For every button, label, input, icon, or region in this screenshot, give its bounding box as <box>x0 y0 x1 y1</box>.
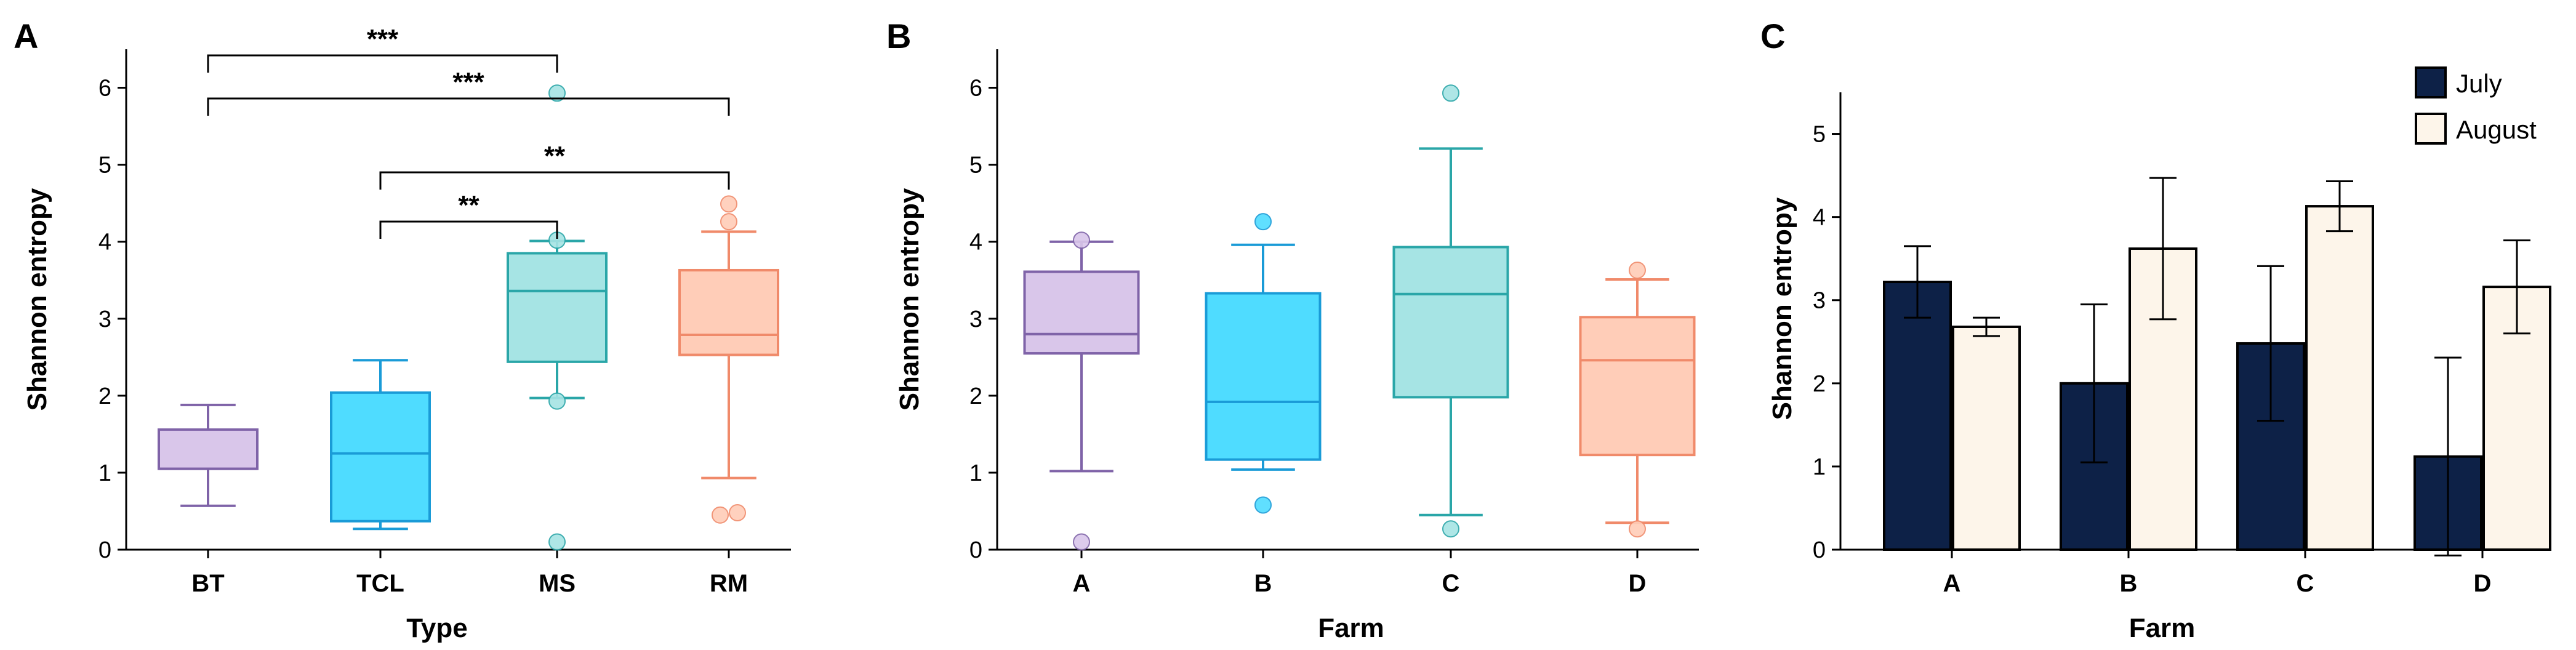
outlier-point <box>1442 84 1459 102</box>
panel-letter: B <box>886 17 911 55</box>
box-b <box>1205 213 1322 514</box>
y-tick-label: 3 <box>1813 288 1826 314</box>
significance-label: *** <box>452 67 484 97</box>
y-tick-label: 6 <box>969 76 982 102</box>
outlier-point <box>720 195 737 213</box>
outlier-point <box>1254 496 1272 514</box>
y-tick-label: 2 <box>969 383 982 409</box>
y-axis-title: Shannon entropy <box>894 188 925 411</box>
y-tick-label: 2 <box>98 383 111 409</box>
y-axis-title: Shannon entropy <box>22 188 52 411</box>
legend-label: August <box>2456 115 2537 144</box>
x-axis-title: Type <box>406 613 467 643</box>
outlier-point <box>1442 520 1459 538</box>
x-axis-title: Farm <box>2129 613 2196 643</box>
legend-swatch-august <box>2415 113 2447 145</box>
outlier-point <box>1629 261 1646 279</box>
significance-bracket <box>207 54 558 73</box>
outlier-point <box>1629 520 1646 538</box>
box-a <box>1023 231 1140 551</box>
x-tick-label: B <box>1254 570 1272 597</box>
x-tick-label: A <box>1943 570 1961 597</box>
y-tick-label: 1 <box>98 460 111 486</box>
panel-letter: A <box>14 17 38 55</box>
y-tick-label: 4 <box>969 230 982 255</box>
x-tick-label: C <box>2297 570 2314 597</box>
outlier-point <box>548 84 566 102</box>
y-axis-title: Shannon entropy <box>1767 197 1797 420</box>
y-tick-label: 4 <box>1813 205 1826 231</box>
box-iqr <box>158 428 259 470</box>
outlier-point <box>548 392 566 410</box>
box-iqr <box>507 252 608 363</box>
y-tick-label: 0 <box>98 537 111 563</box>
bar-july-a <box>1883 281 1952 551</box>
bar-august-a <box>1952 325 2021 551</box>
x-tick-label: D <box>1629 570 1647 597</box>
outlier-point <box>1073 533 1090 551</box>
box-tcl <box>330 359 431 531</box>
box-bt <box>158 403 259 507</box>
outlier-point <box>712 506 729 524</box>
outlier-point <box>548 533 566 551</box>
significance-label: *** <box>367 24 399 54</box>
y-tick-label: 5 <box>969 153 982 179</box>
box-iqr <box>330 391 431 523</box>
outlier-point <box>1254 213 1272 231</box>
outlier-point <box>729 504 746 521</box>
significance-label: ** <box>458 190 479 220</box>
significance-label: ** <box>544 141 566 171</box>
y-tick-label: 3 <box>969 307 982 332</box>
y-tick-label: 2 <box>1813 371 1826 397</box>
significance-bracket <box>207 97 730 116</box>
box-iqr <box>1205 292 1322 461</box>
y-tick-label: 0 <box>969 537 982 563</box>
y-tick-label: 3 <box>98 307 111 332</box>
legend-label: July <box>2456 69 2502 98</box>
x-tick-label: C <box>1442 570 1460 597</box>
x-tick-label: B <box>2120 570 2138 597</box>
box-iqr <box>1392 246 1509 399</box>
box-d <box>1579 261 1696 538</box>
x-tick-label: MS <box>539 570 576 597</box>
outlier-point <box>1073 231 1090 249</box>
significance-bracket <box>379 171 730 190</box>
y-tick-label: 1 <box>969 460 982 486</box>
y-tick-label: 1 <box>1813 454 1826 480</box>
box-rm <box>678 195 779 524</box>
box-ms <box>507 84 608 551</box>
box-iqr <box>1023 270 1140 355</box>
legend-swatch-july <box>2415 66 2447 98</box>
y-tick-label: 0 <box>1813 537 1826 563</box>
box-c <box>1392 84 1509 538</box>
y-tick-label: 4 <box>98 230 111 255</box>
significance-bracket <box>379 220 558 239</box>
x-tick-label: A <box>1073 570 1091 597</box>
y-tick-label: 5 <box>98 153 111 179</box>
bar-august-c <box>2305 205 2374 552</box>
box-iqr <box>678 268 779 356</box>
x-axis-title: Farm <box>1318 613 1384 643</box>
outlier-point <box>720 213 737 231</box>
x-tick-label: RM <box>710 570 748 597</box>
x-tick-label: TCL <box>356 570 404 597</box>
y-tick-label: 6 <box>98 76 111 102</box>
panel-letter: C <box>1760 17 1785 55</box>
box-iqr <box>1579 316 1696 457</box>
y-tick-label: 5 <box>1813 122 1826 148</box>
x-tick-label: BT <box>191 570 224 597</box>
x-tick-label: D <box>2474 570 2492 597</box>
